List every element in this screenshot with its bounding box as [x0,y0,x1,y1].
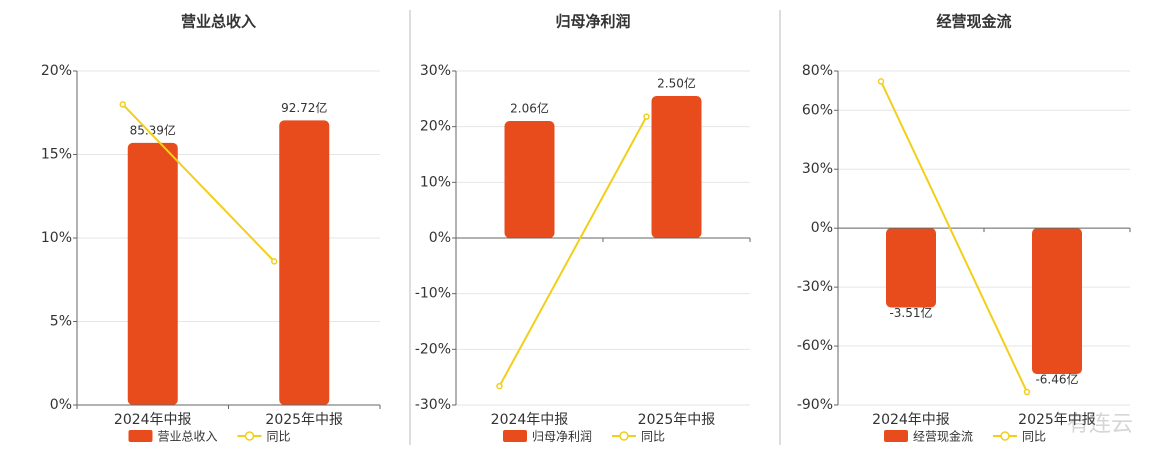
data-label: 2.06亿 [510,100,549,115]
bar [1032,228,1082,375]
y-tick-label: -90% [797,397,833,413]
legend-label: 同比 [1022,430,1046,444]
bar [651,95,702,238]
data-label: 92.72亿 [281,100,327,115]
legend-swatch [128,430,153,442]
bar [127,142,178,405]
y-tick-label: 5% [50,314,72,330]
x-tick-label: 2024年中报 [872,412,950,428]
y-tick-label: 10% [420,174,451,190]
chart-title: 归母净利润 [555,13,630,31]
line-point [877,78,885,85]
line-point [271,258,278,265]
y-tick-label: 0% [429,230,451,246]
legend-label: 归母净利润 [532,430,592,444]
legend-swatch [1000,431,1010,441]
y-tick-label: 60% [802,102,833,118]
line-point [1023,388,1031,396]
x-tick-label: 2025年中报 [265,412,343,428]
line [498,116,648,387]
data-label: -3.51亿 [889,305,932,320]
data-label: 2.50亿 [657,75,696,90]
legend-label: 营业总收入 [158,430,218,444]
chart-title: 经营现金流 [936,13,1011,31]
y-tick-label: 30% [420,63,451,79]
bar [279,120,330,406]
line [880,80,1028,393]
legend-label: 同比 [641,430,665,444]
y-tick-label: 20% [420,119,451,135]
y-tick-label: 15% [41,147,72,163]
data-label: -6.46亿 [1035,372,1078,387]
legend-swatch [503,430,527,442]
legend-swatch [244,431,255,441]
bar [886,228,936,308]
data-label: 85.39亿 [130,122,176,137]
bar [504,120,555,238]
x-tick-label: 2025年中报 [1018,412,1096,428]
chart-title: 营业总收入 [181,13,256,31]
x-tick-label: 2024年中报 [114,412,192,428]
y-tick-label: -60% [797,338,833,354]
line-point [119,101,126,108]
y-tick-label: -10% [415,286,451,302]
legend-label: 同比 [267,430,291,444]
y-tick-label: -30% [797,279,833,295]
y-tick-label: 0% [811,220,833,236]
y-tick-label: -30% [415,397,451,413]
legend-swatch [619,431,629,441]
y-tick-label: -20% [415,341,451,357]
y-tick-label: 20% [41,63,72,79]
line-point [643,113,650,120]
watermark: 有连云 [1067,412,1133,437]
y-tick-label: 80% [802,63,833,79]
y-tick-label: 10% [41,230,72,246]
line-point [496,382,503,390]
legend-swatch [884,430,908,442]
y-tick-label: 30% [802,161,833,177]
legend-label: 经营现金流 [913,429,973,444]
x-tick-label: 2024年中报 [491,412,569,428]
y-tick-label: 0% [50,397,72,413]
line [122,103,275,263]
x-tick-label: 2025年中报 [638,412,716,428]
